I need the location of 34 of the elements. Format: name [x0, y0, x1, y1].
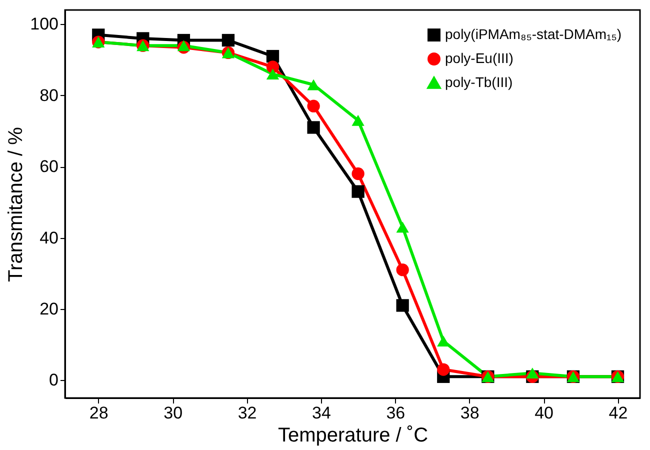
point: [396, 299, 409, 312]
y-axis-title: Transmitance / %: [5, 126, 28, 282]
point: [307, 121, 320, 134]
x-tick-label: 42: [608, 404, 628, 422]
x-tick-label: 32: [238, 404, 257, 422]
y-tick-label: 100: [30, 14, 58, 34]
x-axis-title: Temperature / ˚C: [278, 424, 428, 446]
legend-label: poly-Eu(III): [445, 50, 514, 66]
point: [307, 100, 320, 112]
point: [396, 264, 409, 276]
point: [266, 68, 280, 80]
y-tick-label: 40: [40, 228, 58, 248]
point: [307, 79, 320, 90]
y-tick-label: 80: [40, 86, 58, 105]
point: [352, 185, 364, 198]
x-tick-label: 36: [386, 404, 406, 422]
x-tick-label: 38: [460, 404, 480, 422]
x-tick-label: 28: [89, 404, 108, 422]
x-tick-label: 34: [312, 404, 331, 422]
x-tick-label: 30: [164, 404, 183, 422]
point: [526, 368, 539, 379]
point: [352, 114, 364, 126]
y-tick-label: 60: [40, 157, 58, 176]
point: [222, 34, 235, 47]
point: [352, 167, 364, 180]
point: [437, 363, 450, 376]
point: [396, 222, 409, 233]
point: [177, 40, 190, 52]
x-tick-label: 40: [534, 404, 554, 422]
y-tick-label: 20: [40, 300, 58, 319]
legend-label: poly-Tb(III): [445, 74, 513, 90]
y-tick-label: 0: [49, 370, 58, 390]
point: [266, 50, 280, 63]
legend-label: poly(iPMAm₈₅-stat-DMAm₁₅): [445, 26, 622, 42]
